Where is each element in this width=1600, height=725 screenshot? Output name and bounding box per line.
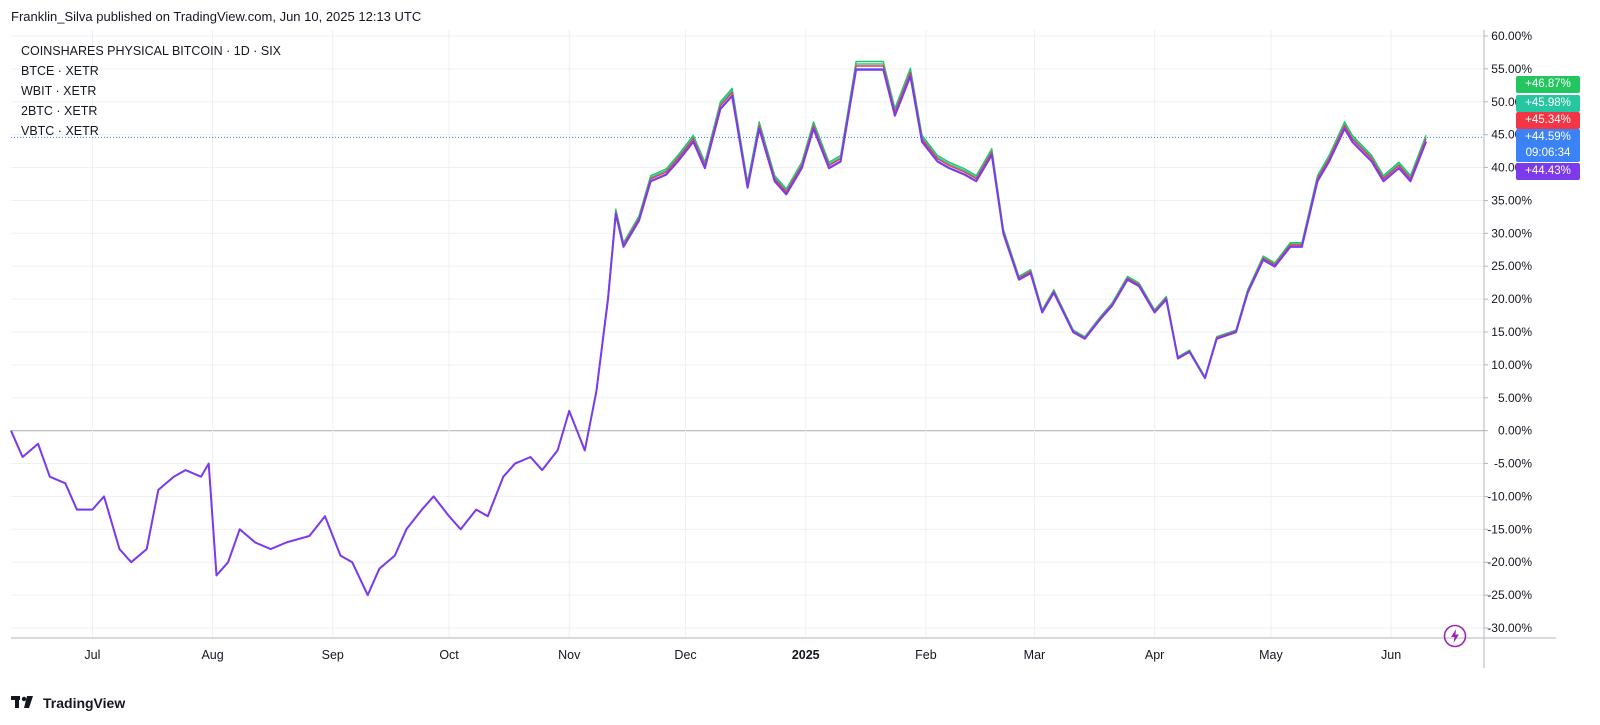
y-tick-label: 0.00% (1498, 424, 1532, 438)
grid-lines (11, 30, 1484, 638)
y-tick-label: -15.00% (1487, 522, 1532, 536)
legend-item[interactable]: VBTC · XETR (21, 124, 99, 138)
y-tick-label: 5.00% (1498, 391, 1532, 405)
chart-legend: COINSHARES PHYSICAL BITCOIN · 1D · SIX B… (21, 41, 281, 141)
y-tick-label: 10.00% (1491, 358, 1532, 372)
y-tick-label: 55.00% (1491, 62, 1532, 76)
x-tick-label: Oct (439, 648, 459, 662)
x-tick-label: Sep (322, 648, 344, 662)
y-tick-label: -10.00% (1487, 489, 1532, 503)
x-axis: Jul Aug Sep Oct Nov Dec 2025 Feb Mar Apr May Jun (11, 637, 1556, 662)
x-tick-label: Dec (674, 648, 696, 662)
y-tick-label: -5.00% (1494, 457, 1532, 471)
y-tick-label: -25.00% (1487, 588, 1532, 602)
x-tick-label: Apr (1145, 648, 1164, 662)
price-tag-value: +46.87% (1525, 78, 1571, 90)
x-tick-label: Aug (201, 648, 223, 662)
series-line-4 (10, 68, 1427, 597)
x-tick-label: Nov (558, 648, 581, 662)
x-tick-label: 2025 (792, 648, 820, 662)
tradingview-wordmark: TradingView (43, 695, 126, 711)
series-line-0 (10, 60, 1427, 596)
y-tick-label: -30.00% (1487, 621, 1532, 635)
x-tick-label: Mar (1024, 648, 1046, 662)
legend-item[interactable]: WBIT · XETR (21, 84, 97, 98)
legend-item[interactable]: 2BTC · XETR (21, 104, 98, 118)
price-tag-value: +44.59% (1525, 131, 1571, 143)
price-tag-value: +44.43% (1525, 165, 1571, 177)
y-tick-label: -20.00% (1487, 555, 1532, 569)
price-tag: +44.43% (1516, 163, 1580, 180)
y-tick-label: 25.00% (1491, 259, 1532, 273)
y-axis: 60.00%55.00%50.00%45.00%40.00%35.00%30.0… (1483, 29, 1532, 668)
y-tick-label: 60.00% (1491, 29, 1532, 43)
x-tick-label: Jul (84, 648, 100, 662)
series-line-2 (10, 65, 1427, 596)
tradingview-logo[interactable]: TradingView (11, 695, 125, 711)
lightning-icon[interactable] (1443, 624, 1467, 648)
price-tag: +45.34% (1516, 112, 1580, 129)
tradingview-logo-icon (11, 696, 33, 708)
price-tag: +45.98% (1516, 95, 1580, 112)
price-tag: +46.87% (1516, 76, 1580, 93)
y-tick-label: 20.00% (1491, 292, 1532, 306)
y-tick-label: 35.00% (1491, 193, 1532, 207)
price-tag-value: +45.98% (1525, 97, 1571, 109)
y-tick-label: 15.00% (1491, 325, 1532, 339)
publisher-caption: Franklin_Silva published on TradingView.… (11, 9, 422, 24)
price-tag-value: +45.34% (1525, 114, 1571, 126)
x-tick-label: Jun (1381, 648, 1401, 662)
x-tick-label: May (1259, 648, 1283, 662)
legend-item[interactable]: BTCE · XETR (21, 64, 99, 78)
x-tick-label: Feb (915, 648, 937, 662)
series-lines (10, 60, 1427, 597)
y-tick-label: 30.00% (1491, 226, 1532, 240)
legend-main: COINSHARES PHYSICAL BITCOIN · 1D · SIX (21, 44, 282, 58)
price-tag: +44.59% 09:06:34 (1516, 129, 1580, 162)
series-line-1 (10, 63, 1427, 596)
price-tag-countdown: 09:06:34 (1525, 147, 1571, 159)
